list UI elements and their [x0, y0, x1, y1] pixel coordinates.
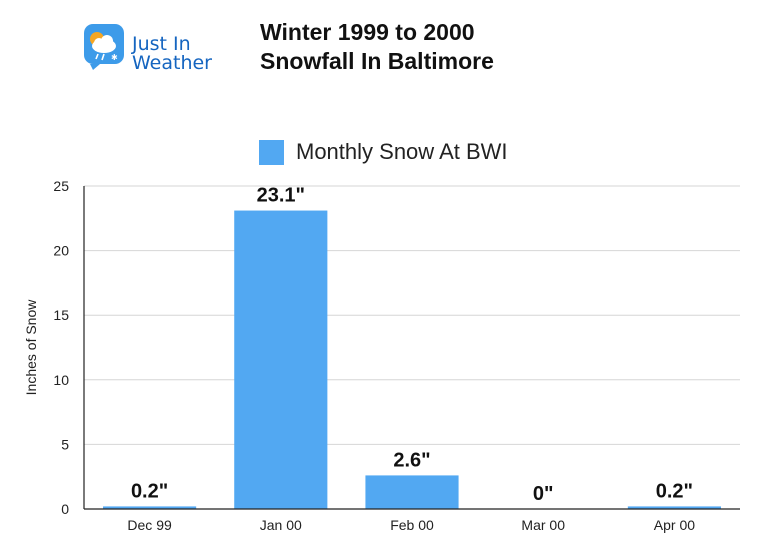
legend: Monthly Snow At BWI: [259, 138, 508, 166]
y-tick-label: 20: [53, 243, 69, 259]
y-tick-label: 25: [53, 178, 69, 194]
chart-title: Winter 1999 to 2000 Snowfall In Baltimor…: [260, 18, 620, 76]
logo-text-line1: Just In: [132, 33, 191, 55]
bar: [627, 506, 721, 509]
bar: [103, 506, 197, 509]
x-tick-label: Mar 00: [521, 517, 565, 533]
weather-cloud-icon: ✱: [84, 24, 124, 70]
logo-text-line2: Weather: [132, 52, 212, 74]
data-label: 0.2": [131, 480, 168, 502]
x-tick-label: Feb 00: [390, 517, 434, 533]
x-axis-ticks: Dec 99 Jan 00 Feb 00 Mar 00 Apr 00: [127, 517, 695, 533]
bars: [103, 210, 721, 509]
y-axis-ticks: 0 5 10 15 20 25: [53, 178, 69, 517]
data-label: 0.2": [656, 480, 693, 502]
y-axis-label: Inches of Snow: [23, 299, 39, 396]
legend-label: Monthly Snow At BWI: [296, 139, 508, 164]
data-labels: 0.2" 23.1" 2.6" 0" 0.2": [131, 185, 693, 505]
x-tick-label: Dec 99: [127, 517, 172, 533]
legend-swatch: [259, 139, 284, 165]
data-label: 0": [533, 483, 554, 505]
y-tick-label: 15: [53, 307, 69, 323]
gridlines: [84, 185, 740, 445]
svg-text:✱: ✱: [111, 53, 118, 62]
y-tick-label: 0: [61, 501, 69, 517]
bar: [234, 210, 328, 509]
y-tick-label: 10: [53, 372, 69, 388]
x-tick-label: Apr 00: [654, 517, 695, 533]
x-tick-label: Jan 00: [260, 517, 302, 533]
bar: [365, 475, 459, 509]
logo: ✱ Just In Weather: [84, 22, 244, 76]
data-label: 2.6": [393, 449, 430, 471]
title-line-1: Winter 1999 to 2000: [260, 19, 475, 45]
title-line-2: Snowfall In Baltimore: [260, 48, 494, 74]
y-tick-label: 5: [61, 436, 69, 452]
data-label: 23.1": [257, 185, 305, 207]
